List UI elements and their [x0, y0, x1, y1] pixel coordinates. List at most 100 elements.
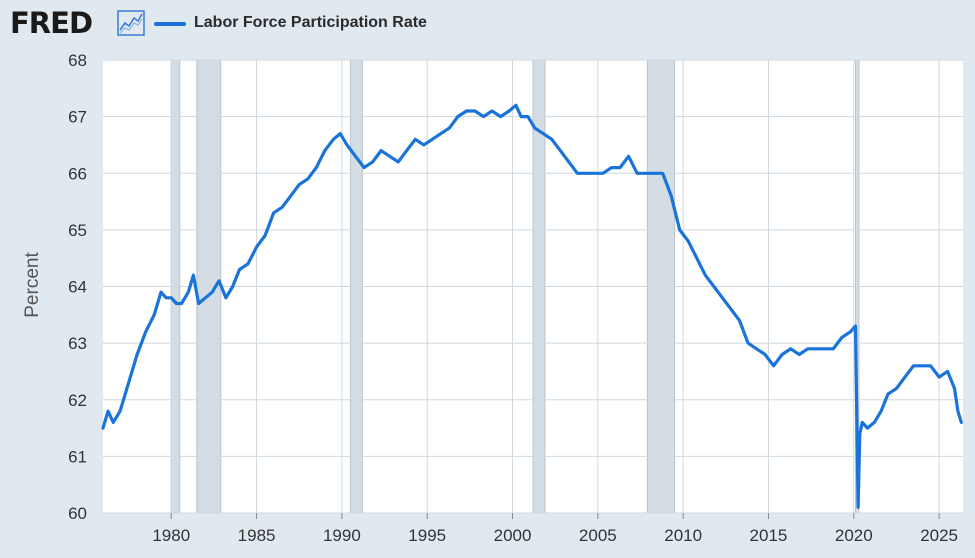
- data-point: [879, 409, 883, 413]
- y-tick-label: 65: [68, 221, 87, 240]
- data-point: [159, 290, 163, 294]
- data-point: [263, 234, 267, 237]
- data-point: [721, 296, 724, 300]
- data-point: [886, 392, 890, 396]
- data-point: [576, 172, 579, 175]
- data-point: [414, 138, 417, 141]
- x-tick-label: 2025: [920, 526, 958, 545]
- y-tick-label: 60: [68, 504, 87, 523]
- data-point: [738, 319, 741, 322]
- y-axis-ticks: 60 61 62 63 64 65 66 67 68: [68, 51, 87, 523]
- y-tick-label: 66: [68, 164, 87, 183]
- data-point: [224, 296, 228, 300]
- data-point: [780, 353, 784, 356]
- data-point: [112, 421, 115, 424]
- data-point: [618, 166, 622, 169]
- legend-swatch: [154, 22, 186, 26]
- data-point: [695, 256, 699, 260]
- data-point: [204, 296, 207, 300]
- data-point: [144, 330, 147, 333]
- data-point: [246, 262, 250, 266]
- data-point: [354, 155, 357, 158]
- data-point: [490, 109, 494, 113]
- gridlines: [103, 59, 963, 514]
- data-point: [635, 172, 639, 175]
- data-point: [960, 421, 963, 424]
- data-point: [379, 149, 383, 152]
- data-point: [345, 143, 349, 147]
- data-point: [806, 347, 809, 350]
- data-point: [652, 172, 656, 175]
- data-point: [704, 273, 707, 277]
- data-point: [856, 506, 860, 509]
- data-point: [106, 409, 110, 413]
- x-tick-label: 2000: [494, 526, 532, 545]
- data-point: [306, 177, 309, 181]
- data-point: [514, 104, 518, 107]
- data-point: [858, 432, 861, 435]
- data-point: [644, 172, 647, 175]
- data-point: [661, 172, 664, 175]
- data-point: [840, 336, 844, 339]
- data-point: [559, 149, 562, 152]
- data-point: [192, 273, 195, 277]
- data-point: [255, 245, 258, 249]
- data-point: [946, 370, 949, 373]
- data-point: [323, 149, 327, 152]
- data-point: [929, 364, 932, 367]
- data-point: [388, 155, 391, 158]
- x-tick-label: 2015: [750, 526, 788, 545]
- data-point: [135, 353, 139, 356]
- data-point: [362, 166, 366, 169]
- x-tick-label: 2005: [579, 526, 617, 545]
- data-point: [338, 132, 342, 135]
- data-point: [101, 426, 105, 430]
- data-point: [937, 375, 941, 379]
- trend-chart-icon: [117, 10, 145, 36]
- x-tick-label: 1990: [323, 526, 361, 545]
- x-tick-label: 1985: [238, 526, 276, 545]
- data-point: [763, 353, 767, 356]
- data-point: [832, 347, 835, 350]
- series-layer: [101, 103, 963, 509]
- data-point: [211, 290, 214, 294]
- data-point: [746, 341, 750, 345]
- data-point: [439, 132, 443, 135]
- data-point: [456, 115, 460, 118]
- data-point: [127, 381, 130, 384]
- fred-logo[interactable]: FRED: [10, 6, 93, 40]
- data-point: [499, 115, 502, 118]
- data-point: [678, 228, 681, 232]
- data-point: [533, 126, 536, 130]
- legend-label: Labor Force Participation Rate: [194, 14, 427, 31]
- x-tick-label: 2010: [664, 526, 702, 545]
- x-axis-ticks: 1980 1985 1990 1995 2000 2005 2010 2015 2020 2025: [152, 513, 958, 545]
- data-point: [772, 364, 775, 367]
- data-point: [797, 353, 801, 356]
- data-point: [903, 375, 907, 379]
- data-point: [866, 426, 869, 430]
- data-point: [953, 387, 956, 390]
- data-point: [315, 166, 318, 169]
- data-point: [482, 115, 485, 118]
- data-point: [217, 279, 221, 283]
- y-tick-label: 62: [68, 391, 87, 410]
- data-point: [519, 115, 523, 118]
- data-point: [567, 160, 571, 164]
- data-point: [405, 149, 408, 152]
- data-point: [815, 347, 818, 350]
- data-point: [912, 364, 915, 367]
- y-tick-label: 64: [68, 278, 87, 297]
- data-point: [861, 421, 864, 424]
- data-point: [332, 138, 335, 141]
- data-point: [584, 172, 588, 175]
- data-point: [118, 409, 122, 413]
- data-point: [823, 347, 826, 350]
- data-point: [175, 302, 178, 305]
- x-tick-label: 2020: [835, 526, 873, 545]
- data-point: [601, 172, 605, 175]
- data-point: [920, 364, 924, 367]
- x-tick-label: 1995: [408, 526, 446, 545]
- data-point: [755, 347, 758, 350]
